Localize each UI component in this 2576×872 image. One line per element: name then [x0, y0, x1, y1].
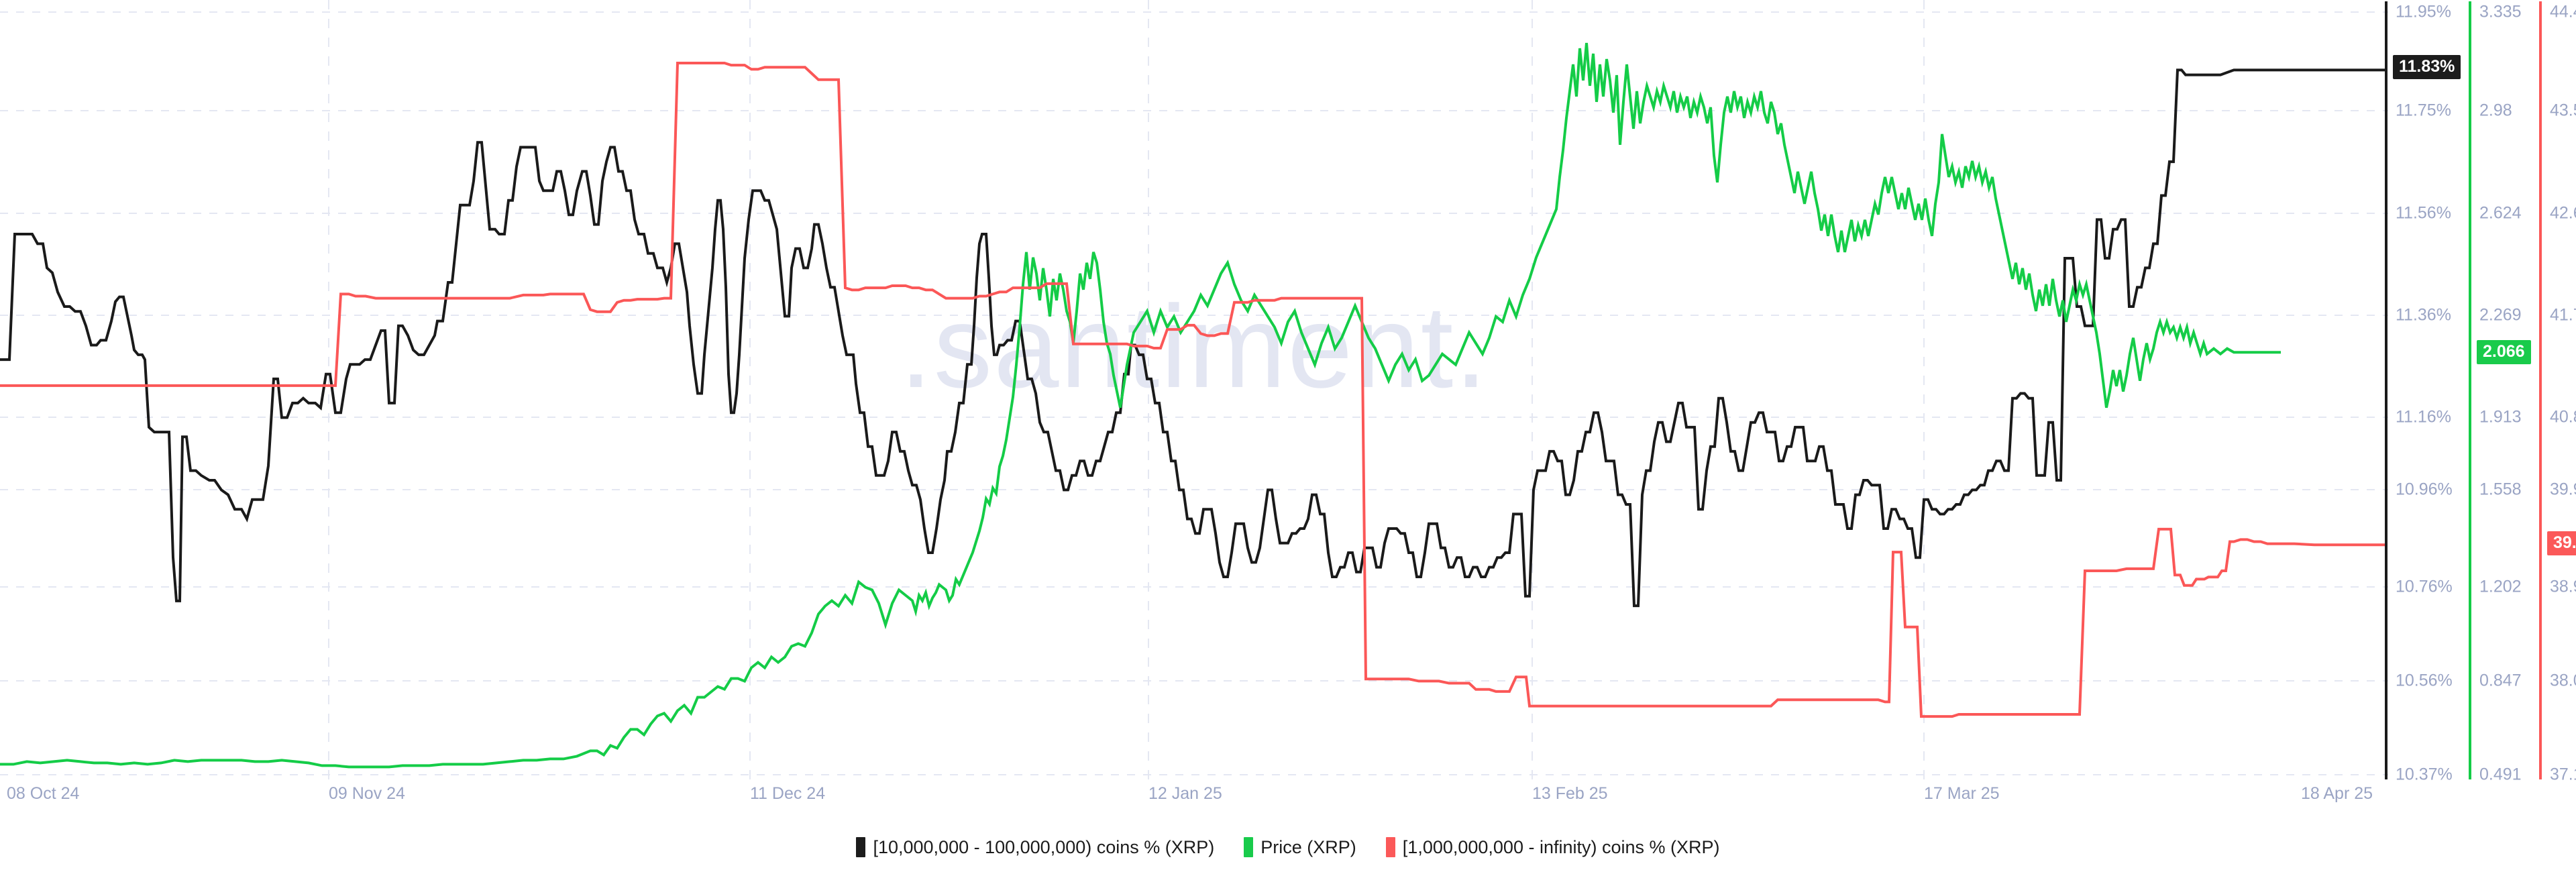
legend-label: [1,000,000,000 - infinity) coins % (XRP): [1402, 836, 1720, 857]
y-tick-label-green: 1.202: [2479, 577, 2522, 596]
y-axis-black-series[interactable]: 11.95% 11.75% 11.56% 11.36% 11.16% 10.96% 10.7…: [2385, 0, 2469, 784]
y-axis-black-spine: [2385, 1, 2387, 779]
series-layer: [0, 42, 2385, 769]
y-axis-price[interactable]: 3.335 2.98 2.624 2.269 1.913 1.558 1.202 0.847 0…: [2469, 0, 2539, 784]
y-tick-label-black: 10.37%: [2396, 765, 2453, 784]
y-tick-label-red: 37.16%: [2550, 765, 2576, 784]
series-line-red[interactable]: [0, 62, 2385, 718]
y-tick-label-black: 11.36%: [2396, 305, 2451, 325]
y-tick-label-green: 2.98: [2479, 101, 2512, 120]
y-tick-label-red: 38.99%: [2550, 577, 2576, 596]
legend-swatch-icon: [1385, 837, 1395, 857]
current-value-badge-red: 39.37%: [2547, 531, 2576, 555]
y-axis-red-spine: [2539, 1, 2542, 779]
y-tick-label-green: 2.624: [2479, 203, 2522, 223]
chart-svg: [0, 0, 2388, 781]
y-tick-label-green: 1.913: [2479, 407, 2522, 427]
x-tick-label: 08 Oct 24: [7, 784, 80, 803]
y-axis-green-spine: [2469, 1, 2471, 779]
legend-label: [10,000,000 - 100,000,000) coins % (XRP): [873, 836, 1215, 857]
y-tick-label-black: 11.75%: [2396, 101, 2451, 120]
y-tick-label-black: 10.96%: [2396, 480, 2453, 499]
y-tick-label-green: 2.269: [2479, 305, 2522, 325]
x-tick-label: 12 Jan 25: [1148, 784, 1222, 803]
x-axis: 08 Oct 24 09 Nov 24 11 Dec 24 12 Jan 25 13 F…: [0, 780, 2388, 807]
y-tick-label-black: 10.56%: [2396, 671, 2453, 690]
y-tick-label-green: 0.847: [2479, 671, 2522, 690]
y-tick-label-green: 0.491: [2479, 765, 2522, 784]
legend-item-green-series[interactable]: Price (XRP): [1244, 837, 1356, 858]
series-line-black[interactable]: [0, 68, 2385, 608]
x-tick-label: 09 Nov 24: [329, 784, 405, 803]
x-tick-label: 13 Feb 25: [1532, 784, 1608, 803]
chart-legend: [10,000,000 - 100,000,000) coins % (XRP)…: [0, 832, 2576, 863]
plot-area[interactable]: .santiment.: [0, 0, 2388, 781]
y-tick-label-red: 44.49%: [2550, 2, 2576, 21]
x-tick-label: 18 Apr 25: [2301, 784, 2373, 803]
legend-swatch-icon: [856, 837, 866, 857]
legend-item-black-series[interactable]: [10,000,000 - 100,000,000) coins % (XRP): [856, 837, 1214, 858]
y-tick-label-black: 10.76%: [2396, 577, 2453, 596]
x-tick-label: 17 Mar 25: [1924, 784, 2000, 803]
y-tick-label-red: 41.74%: [2550, 305, 2576, 325]
y-tick-label-black: 11.16%: [2396, 407, 2451, 427]
x-tick-label: 11 Dec 24: [750, 784, 826, 803]
current-value-badge-green: 2.066: [2477, 340, 2531, 364]
y-tick-label-red: 39.91%: [2550, 480, 2576, 499]
gridlines-layer: [0, 0, 2388, 781]
y-tick-label-black: 11.95%: [2396, 2, 2451, 21]
legend-label: Price (XRP): [1260, 836, 1356, 857]
series-line-green[interactable]: [0, 42, 2281, 769]
legend-item-red-series[interactable]: [1,000,000,000 - infinity) coins % (XRP): [1385, 836, 1720, 858]
y-tick-label-red: 42.65%: [2550, 203, 2576, 223]
y-tick-label-red: 38.07%: [2550, 671, 2576, 690]
y-axis-red-series[interactable]: 44.49% 43.57% 42.65% 41.74% 40.82% 39.91% 38.9…: [2539, 0, 2576, 784]
y-tick-label-black: 11.56%: [2396, 203, 2451, 223]
y-tick-label-green: 1.558: [2479, 480, 2522, 499]
legend-swatch-icon: [1244, 837, 1254, 857]
y-tick-label-green: 3.335: [2479, 2, 2522, 21]
current-value-badge-black: 11.83%: [2393, 55, 2461, 79]
y-tick-label-red: 43.57%: [2550, 101, 2576, 120]
y-tick-label-red: 40.82%: [2550, 407, 2576, 427]
